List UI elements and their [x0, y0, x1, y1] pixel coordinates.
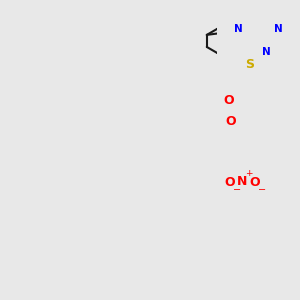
Text: O: O [225, 115, 236, 128]
Text: O: O [223, 94, 234, 107]
Text: N: N [235, 24, 243, 34]
Text: N: N [274, 24, 282, 34]
Text: −: − [233, 185, 241, 195]
Text: S: S [245, 58, 254, 70]
Text: N: N [237, 175, 247, 188]
Text: N: N [262, 47, 271, 57]
Text: O: O [250, 176, 260, 189]
Text: −: − [258, 185, 266, 195]
Text: +: + [245, 169, 253, 178]
Text: O: O [224, 176, 235, 189]
